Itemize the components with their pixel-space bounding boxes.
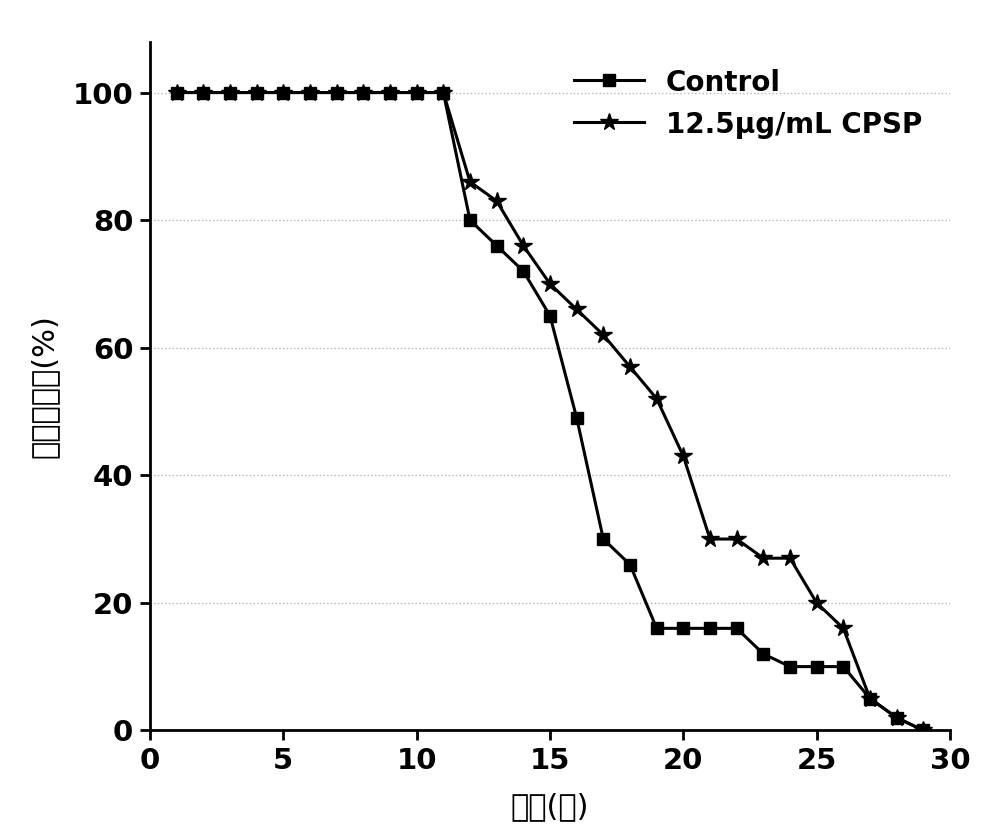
12.5μg/mL CPSP [571,305,583,315]
12.5μg/mL CPSP [784,554,796,564]
Control [304,87,316,97]
12.5μg/mL CPSP [597,330,609,340]
12.5μg/mL CPSP [731,534,743,544]
12.5μg/mL CPSP [251,87,263,97]
Control [704,623,716,633]
12.5μg/mL CPSP [304,87,316,97]
12.5μg/mL CPSP [757,554,769,564]
12.5μg/mL CPSP [811,598,823,608]
12.5μg/mL CPSP [917,725,929,735]
Control [837,662,849,671]
Control [277,87,289,97]
Control [811,662,823,671]
12.5μg/mL CPSP [864,694,876,704]
Control [224,87,236,97]
Control [197,87,209,97]
Control [677,623,689,633]
Line: 12.5μg/mL CPSP: 12.5μg/mL CPSP [168,84,932,740]
12.5μg/mL CPSP [331,87,343,97]
12.5μg/mL CPSP [197,87,209,97]
Control [571,413,583,422]
Control [891,713,903,723]
Control [597,534,609,544]
Y-axis label: 线虫存活率(%): 线虫存活率(%) [30,314,59,458]
12.5μg/mL CPSP [277,87,289,97]
Control [731,623,743,633]
12.5μg/mL CPSP [224,87,236,97]
Control [757,649,769,659]
Control [784,662,796,671]
12.5μg/mL CPSP [437,87,449,97]
12.5μg/mL CPSP [464,177,476,187]
Control [491,241,503,251]
12.5μg/mL CPSP [891,713,903,723]
X-axis label: 时间(天): 时间(天) [511,792,589,821]
12.5μg/mL CPSP [651,393,663,403]
12.5μg/mL CPSP [357,87,369,97]
Control [357,87,369,97]
Control [864,694,876,704]
12.5μg/mL CPSP [171,87,183,97]
Control [624,559,636,569]
Control [464,215,476,225]
12.5μg/mL CPSP [491,196,503,206]
Control [651,623,663,633]
Control [251,87,263,97]
Control [384,87,396,97]
Legend: Control, 12.5μg/mL CPSP: Control, 12.5μg/mL CPSP [560,56,936,153]
Control [917,725,929,735]
12.5μg/mL CPSP [544,279,556,289]
12.5μg/mL CPSP [624,362,636,372]
Control [437,87,449,97]
Control [517,266,529,276]
Control [171,87,183,97]
Control [411,87,423,97]
12.5μg/mL CPSP [517,241,529,251]
Control [544,310,556,320]
Line: Control: Control [171,87,929,736]
12.5μg/mL CPSP [704,534,716,544]
12.5μg/mL CPSP [384,87,396,97]
12.5μg/mL CPSP [411,87,423,97]
Control [331,87,343,97]
12.5μg/mL CPSP [837,623,849,633]
12.5μg/mL CPSP [677,452,689,461]
